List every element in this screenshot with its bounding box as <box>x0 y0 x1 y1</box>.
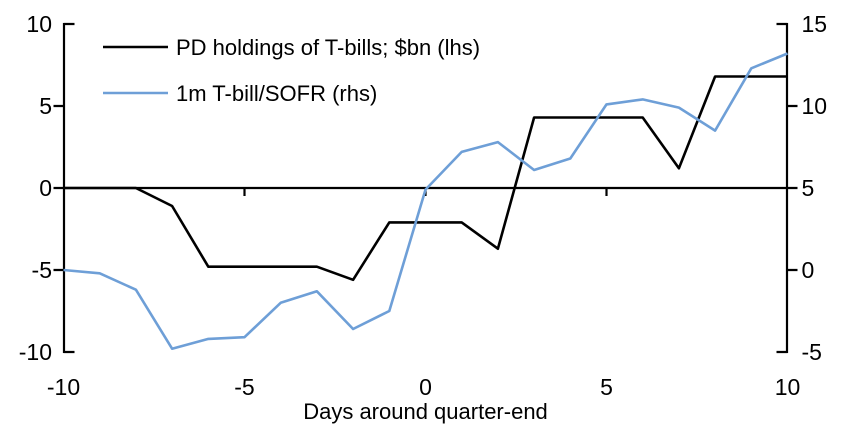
left-axis-tick-label: 0 <box>39 175 52 201</box>
series-tbill-sofr-line <box>63 52 788 351</box>
x-axis-title: Days around quarter-end <box>303 399 548 424</box>
right-axis-tick-label: 0 <box>802 257 815 283</box>
x-axis-tick-label: 10 <box>775 374 801 400</box>
x-axis-tick-label: -10 <box>47 374 80 400</box>
series-pd-holdings-line <box>63 75 788 282</box>
right-axis-tick-label: -5 <box>802 339 822 365</box>
right-axis-tick-label: 15 <box>802 11 828 37</box>
left-axis-tick-label: 5 <box>39 93 52 119</box>
x-axis-tick-label: -5 <box>234 374 254 400</box>
legend-label-pd-holdings: PD holdings of T-bills; $bn (lhs) <box>176 35 480 60</box>
right-axis-tick-label: 5 <box>802 175 815 201</box>
left-axis-tick-label: -10 <box>19 339 52 365</box>
left-axis-tick-label: 10 <box>26 11 52 37</box>
tick-labels-layer: 10 5 0 -5 -10 15 10 5 0 -5 -10 -5 0 5 10 <box>19 11 827 400</box>
legend-label-tbill-sofr: 1m T-bill/SOFR (rhs) <box>176 81 377 106</box>
x-axis-tick-label: 0 <box>419 374 432 400</box>
series-layer <box>63 52 788 351</box>
right-axis-tick-label: 10 <box>802 93 828 119</box>
legend: PD holdings of T-bills; $bn (lhs) 1m T-b… <box>103 35 480 106</box>
left-axis-tick-label: -5 <box>32 257 52 283</box>
x-axis-tick-label: 5 <box>600 374 613 400</box>
